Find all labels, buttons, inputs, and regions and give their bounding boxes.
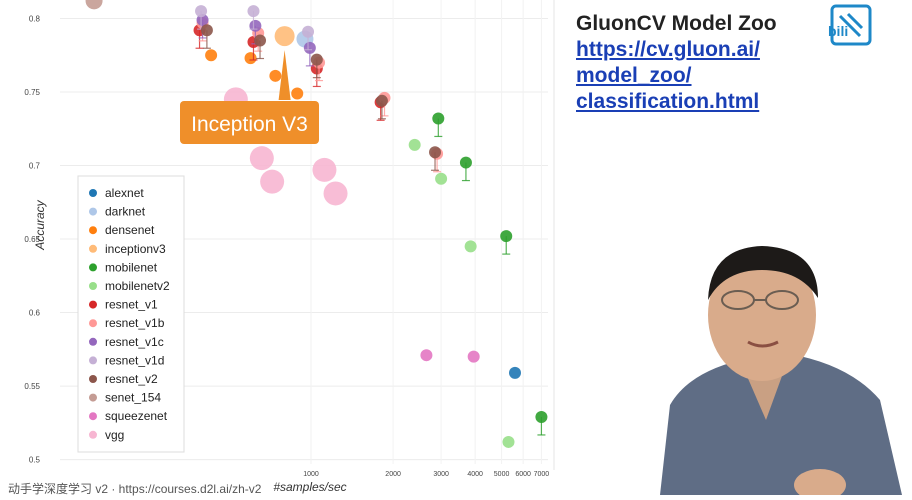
legend-marker-resnet_v1b — [89, 319, 97, 328]
data-point-vgg — [249, 146, 274, 171]
model-zoo-link-line-1[interactable]: https://cv.gluon.ai/ — [576, 38, 760, 61]
legend-label-alexnet: alexnet — [105, 186, 144, 200]
legend-label-senet_154: senet_154 — [105, 391, 161, 405]
data-point-resnet_v2 — [310, 53, 323, 66]
info-panel: GluonCV Model Zoo https://cv.gluon.ai/ m… — [560, 0, 912, 495]
data-point-mobilenet — [432, 112, 445, 125]
svg-text:bili: bili — [828, 23, 848, 39]
legend-marker-darknet — [89, 207, 97, 216]
y-tick-label: 0.5 — [29, 456, 41, 465]
legend-marker-vgg — [89, 430, 97, 439]
data-point-mobilenet — [500, 230, 513, 243]
legend-marker-inceptionv3 — [89, 244, 97, 253]
legend-marker-resnet_v2 — [89, 375, 97, 383]
legend-label-densenet: densenet — [105, 223, 155, 237]
y-tick-label: 0.6 — [29, 309, 41, 318]
data-point-resnet_v1d — [302, 25, 315, 38]
data-point-resnet_v2 — [429, 146, 442, 159]
legend-label-mobilenetv2: mobilenetv2 — [105, 279, 170, 293]
x-tick-label: 7000 — [534, 471, 550, 478]
model-zoo-link-line-3[interactable]: classification.html — [576, 90, 760, 113]
data-point-senet_154 — [85, 0, 103, 10]
legend-marker-densenet — [89, 226, 97, 235]
legend-marker-senet_154 — [89, 393, 97, 402]
y-tick-label: 0.8 — [29, 14, 41, 23]
legend-marker-resnet_v1 — [89, 300, 97, 309]
legend-label-resnet_v1b: resnet_v1b — [105, 316, 165, 330]
data-point-alexnet — [509, 366, 522, 379]
callout-label: Inception V3 — [191, 113, 308, 136]
legend-label-mobilenet: mobilenet — [105, 260, 158, 274]
x-tick-label: 1000 — [303, 471, 319, 478]
course-footer: 动手学深度学习 v2 · https://courses.d2l.ai/zh-v… — [8, 482, 262, 496]
legend-marker-resnet_v1c — [89, 337, 97, 346]
legend-marker-mobilenetv2 — [89, 282, 97, 290]
legend-label-squeezenet: squeezenet — [105, 409, 168, 423]
y-tick-label: 0.65 — [24, 235, 40, 244]
data-point-mobilenetv2 — [408, 138, 421, 151]
data-point-inceptionv3 — [274, 26, 295, 47]
x-tick-label: 4000 — [467, 471, 483, 478]
y-tick-label: 0.55 — [24, 382, 40, 391]
data-point-mobilenetv2 — [464, 240, 477, 253]
legend-label-resnet_v2: resnet_v2 — [105, 372, 158, 386]
legend-label-darknet: darknet — [105, 205, 146, 219]
data-point-densenet — [244, 52, 257, 65]
data-point-vgg — [323, 181, 348, 206]
model-zoo-link-line-2[interactable]: model_zoo/ — [576, 64, 692, 87]
data-point-mobilenetv2 — [502, 435, 515, 448]
data-point-resnet_v1c — [196, 13, 209, 26]
data-point-squeezenet — [420, 349, 433, 362]
data-point-resnet_v1c — [249, 19, 262, 32]
data-point-densenet — [205, 49, 218, 62]
y-tick-label: 0.7 — [29, 162, 41, 171]
data-point-resnet_v1d — [247, 5, 260, 18]
legend-marker-alexnet — [89, 189, 97, 197]
legend-marker-mobilenet — [89, 263, 97, 272]
legend-label-inceptionv3: inceptionv3 — [105, 242, 166, 256]
data-point-mobilenet — [535, 410, 548, 423]
legend-marker-squeezenet — [89, 412, 97, 421]
presenter-video — [640, 230, 912, 495]
data-point-densenet — [269, 69, 282, 82]
data-point-mobilenet — [459, 156, 472, 169]
chart-panel: 0.5 0.55 0.6 0.65 0.7 0.75 0.8 1000 2000 3000 4000… — [24, 0, 555, 494]
x-tick-label: 5000 — [494, 471, 510, 478]
legend-label-resnet_v1: resnet_v1 — [105, 298, 158, 312]
legend-label-resnet_v1d: resnet_v1d — [105, 353, 164, 367]
data-point-resnet_v2 — [254, 34, 267, 47]
data-point-resnet_v2 — [200, 24, 213, 37]
data-point-vgg — [312, 157, 337, 182]
model-zoo-title: GluonCV Model Zoo — [576, 12, 777, 35]
data-point-resnet_v1d — [195, 5, 208, 18]
legend-marker-resnet_v1d — [89, 356, 97, 365]
data-point-resnet_v1c — [303, 41, 316, 54]
bilibili-logo-icon: bili — [828, 4, 872, 46]
legend-label-resnet_v1c: resnet_v1c — [105, 335, 164, 349]
legend-label-vgg: vgg — [105, 428, 124, 442]
callout-pointer — [278, 50, 291, 100]
x-axis-label: #samples/sec — [273, 480, 346, 494]
y-axis-label: Accuracy — [33, 199, 47, 250]
data-point-resnet_v2 — [375, 94, 388, 107]
data-point-densenet — [291, 87, 304, 100]
x-tick-label: 6000 — [515, 471, 531, 478]
data-point-mobilenetv2 — [435, 172, 448, 185]
legend-box — [77, 175, 185, 453]
x-tick-label: 3000 — [433, 471, 449, 478]
data-point-vgg — [260, 169, 285, 194]
y-tick-label: 0.75 — [24, 88, 40, 97]
scatter-chart: 0.5 0.55 0.6 0.65 0.7 0.75 0.8 1000 2000 3000 4000… — [24, 0, 555, 494]
x-tick-label: 2000 — [385, 471, 401, 478]
data-point-squeezenet — [467, 350, 480, 363]
callout-box — [180, 101, 319, 144]
